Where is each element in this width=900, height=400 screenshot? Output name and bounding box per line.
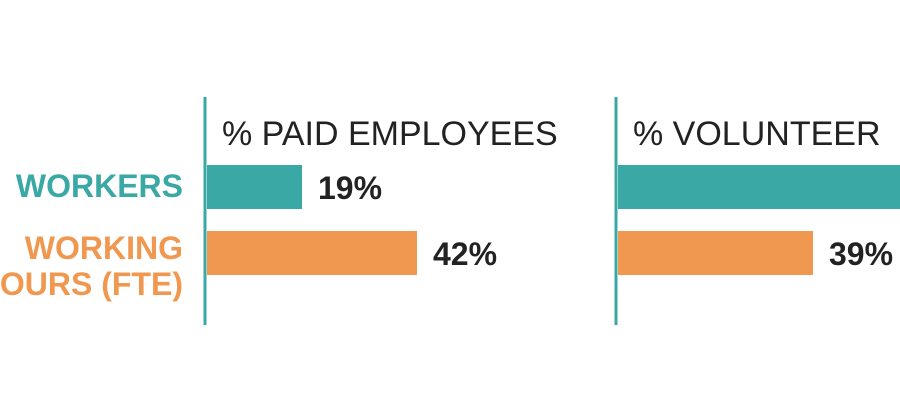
bar [618, 165, 900, 209]
category-label-workers: WORKERS [16, 168, 183, 204]
panel-title: % VOLUNTEER [633, 115, 881, 153]
category-label-line: WORKERS [15, 168, 183, 204]
bar [207, 165, 302, 209]
value-label: 39% [829, 236, 893, 272]
value-label: 19% [318, 170, 382, 206]
bar [207, 231, 417, 275]
category-label-line: WORKING [24, 230, 183, 266]
category-label-working-hours: WORKINGHOURS (FTE) [0, 230, 183, 302]
value-label: 42% [433, 236, 497, 272]
panel-title: % PAID EMPLOYEES [222, 115, 558, 153]
bar [618, 231, 813, 275]
category-label-line: HOURS (FTE) [0, 266, 183, 302]
